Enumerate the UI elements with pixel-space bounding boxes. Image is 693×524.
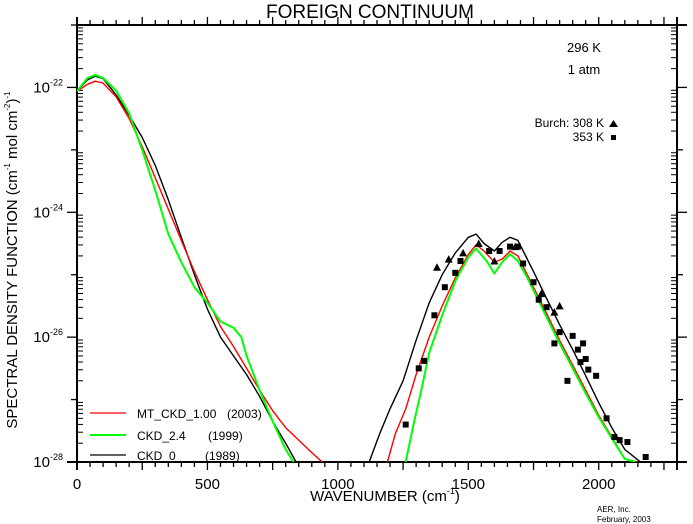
legend-year-ckd-0: (1989) <box>205 449 240 463</box>
burch-353k-square-point <box>577 359 584 366</box>
series-line-mt-ckd-1-00-segment-1 <box>386 244 639 462</box>
x-axis-label: WAVENUMBER (cm-1) <box>310 486 460 505</box>
series-line-ckd-0-segment-1 <box>368 233 641 462</box>
series-layer <box>77 73 641 462</box>
burch-353k-label: 353 K <box>573 130 604 144</box>
burch-353k-square-point <box>486 247 493 254</box>
x-tick-label: 1500 <box>452 476 485 493</box>
burch-308k-triangle-point <box>537 289 546 297</box>
burch-353k-square-point <box>611 434 618 441</box>
burch-353k-square-point <box>593 372 600 379</box>
burch-308k-triangle-point <box>555 301 564 310</box>
y-tick-label: 10-28 <box>33 452 63 471</box>
burch-353k-square-point <box>582 355 589 362</box>
burch-353k-square-point <box>642 454 649 461</box>
burch-308k-triangle-point <box>474 239 483 247</box>
legend: MT_CKD_1.00 (2003) CKD_2.4 (1999) CKD_0 … <box>90 407 262 463</box>
burch-308k-triangle-point <box>490 256 499 265</box>
burch-353k-square-point <box>496 247 503 254</box>
burch-353k-square-point <box>580 340 587 347</box>
burch-353k-square-point <box>564 377 571 384</box>
burch-353k-square-point <box>507 243 514 250</box>
burch-353k-square-point <box>520 260 527 267</box>
burch-353k-square-point <box>535 296 542 303</box>
temperature-annotation: 296 K <box>567 40 601 55</box>
y-tick-label: 10-22 <box>33 77 63 96</box>
burch-308k-triangle-point <box>433 263 441 271</box>
chart-title: FOREIGN CONTINUUM <box>266 2 474 23</box>
legend-label-mt-ckd: MT_CKD_1.00 <box>137 407 217 421</box>
burch-308k-triangle-point <box>550 308 559 316</box>
x-tick-label: 2000 <box>582 476 615 493</box>
y-axis-label: SPECTRAL DENSITY FUNCTION (cm-1 mol cm-2… <box>3 91 21 429</box>
burch-308k-label: Burch: 308 K <box>535 116 604 130</box>
burch-353k-square-point <box>616 437 623 444</box>
burch-353k-square-point <box>543 304 550 311</box>
legend-label-ckd-2-4: CKD_2.4 <box>137 429 186 443</box>
burch-353k-square-point <box>441 284 448 291</box>
burch-353k-square-point <box>551 340 558 347</box>
burch-353k-square-point <box>452 269 459 276</box>
y-tick-label: 10-26 <box>33 327 63 346</box>
burch-353k-square-point <box>603 415 610 422</box>
burch-353k-square-point <box>530 279 537 286</box>
pressure-annotation: 1 atm <box>568 62 601 77</box>
burch-308k-triangle-point <box>459 248 468 257</box>
x-tick-label: 500 <box>195 476 220 493</box>
credit-org: AER, Inc. <box>597 505 631 514</box>
series-line-ckd-2-4-segment-1 <box>404 247 636 462</box>
square-marker-legend-icon <box>611 135 616 140</box>
plot-axes: 0 500 1000 1500 2000 10-22 10-24 10-26 10-28 <box>33 17 687 493</box>
series-line-ckd-0-segment-0 <box>77 75 297 462</box>
burch-353k-square-point <box>457 257 464 264</box>
burch-353k-square-point <box>574 346 581 353</box>
series-line-ckd-2-4-segment-0 <box>77 73 295 462</box>
burch-353k-square-point <box>514 243 521 250</box>
x-tick-label: 1000 <box>321 476 354 493</box>
burch-353k-square-point <box>585 366 592 373</box>
burch-353k-square-point <box>402 421 409 428</box>
x-tick-label: 0 <box>73 476 81 493</box>
burch-353k-square-point <box>420 357 427 364</box>
burch-353k-square-point <box>569 332 576 339</box>
y-tick-label: 10-24 <box>33 202 63 221</box>
burch-353k-square-point <box>556 329 563 336</box>
burch-308k-triangle-point <box>444 255 453 263</box>
burch-353k-square-point <box>624 439 631 446</box>
burch-353k-square-point <box>415 365 422 372</box>
burch-353k-square-point <box>431 312 438 319</box>
legend-year-mt-ckd: (2003) <box>227 407 262 421</box>
triangle-marker-legend-icon <box>609 120 618 127</box>
series-line-mt-ckd-1-00-segment-0 <box>77 80 323 462</box>
marker-layer <box>402 239 649 461</box>
legend-year-ckd-2-4: (1999) <box>208 429 243 443</box>
credit-date: February, 2003 <box>597 515 651 524</box>
legend-label-ckd-0: CKD_0 <box>137 449 176 463</box>
